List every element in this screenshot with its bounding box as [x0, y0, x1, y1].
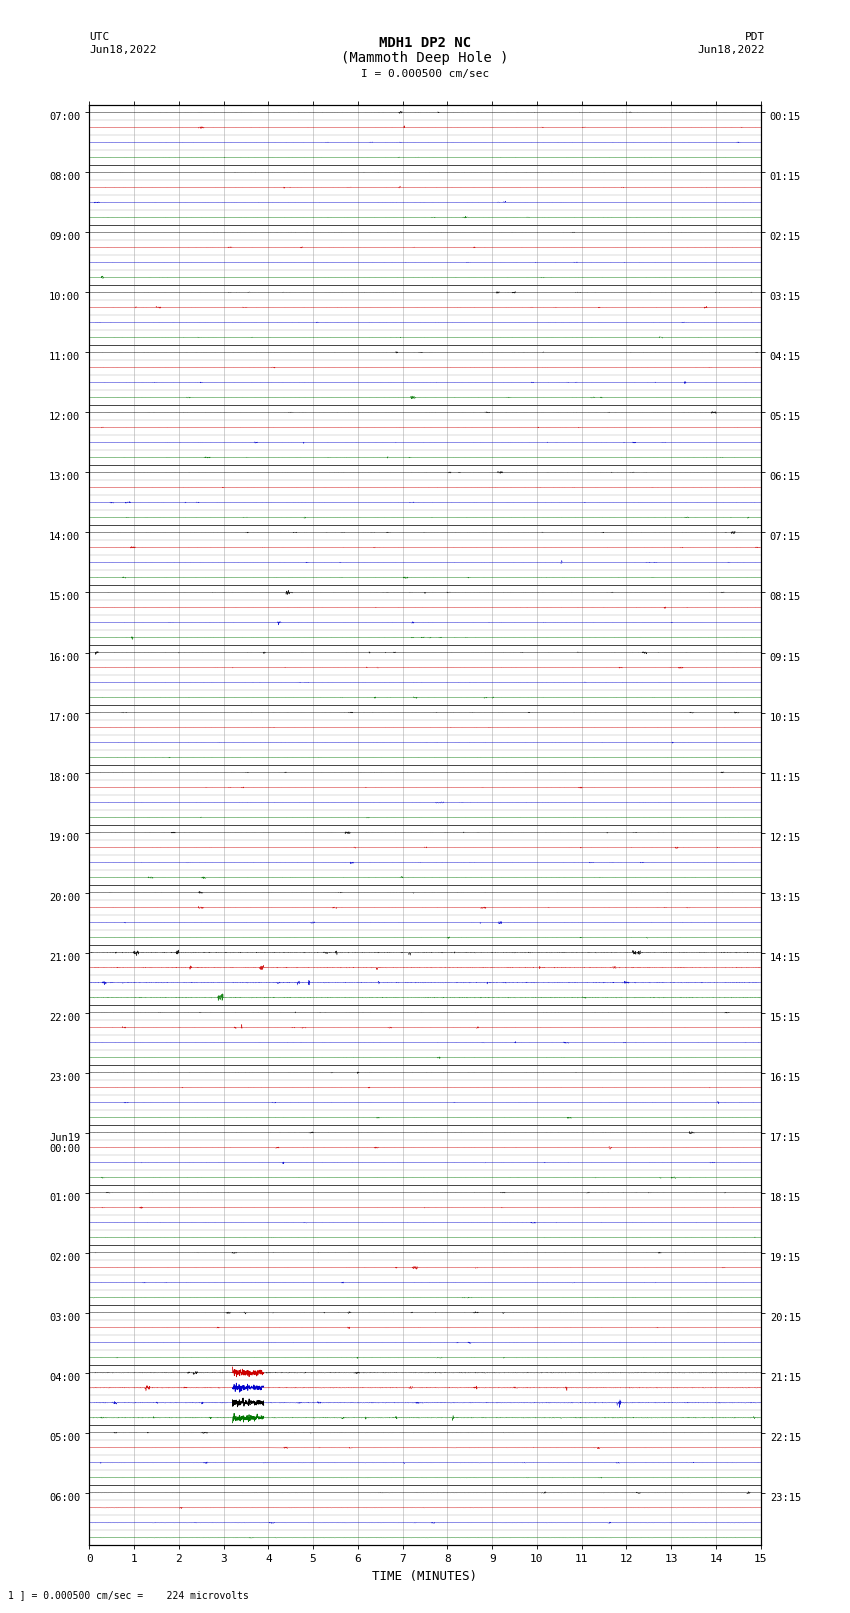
- Text: UTC: UTC: [89, 32, 110, 42]
- Text: (Mammoth Deep Hole ): (Mammoth Deep Hole ): [341, 50, 509, 65]
- Text: PDT: PDT: [745, 32, 765, 42]
- Text: Jun18,2022: Jun18,2022: [698, 45, 765, 55]
- Text: Jun18,2022: Jun18,2022: [89, 45, 156, 55]
- Text: 1 ] = 0.000500 cm/sec =    224 microvolts: 1 ] = 0.000500 cm/sec = 224 microvolts: [8, 1590, 249, 1600]
- Text: I = 0.000500 cm/sec: I = 0.000500 cm/sec: [361, 69, 489, 79]
- X-axis label: TIME (MINUTES): TIME (MINUTES): [372, 1569, 478, 1582]
- Text: MDH1 DP2 NC: MDH1 DP2 NC: [379, 35, 471, 50]
